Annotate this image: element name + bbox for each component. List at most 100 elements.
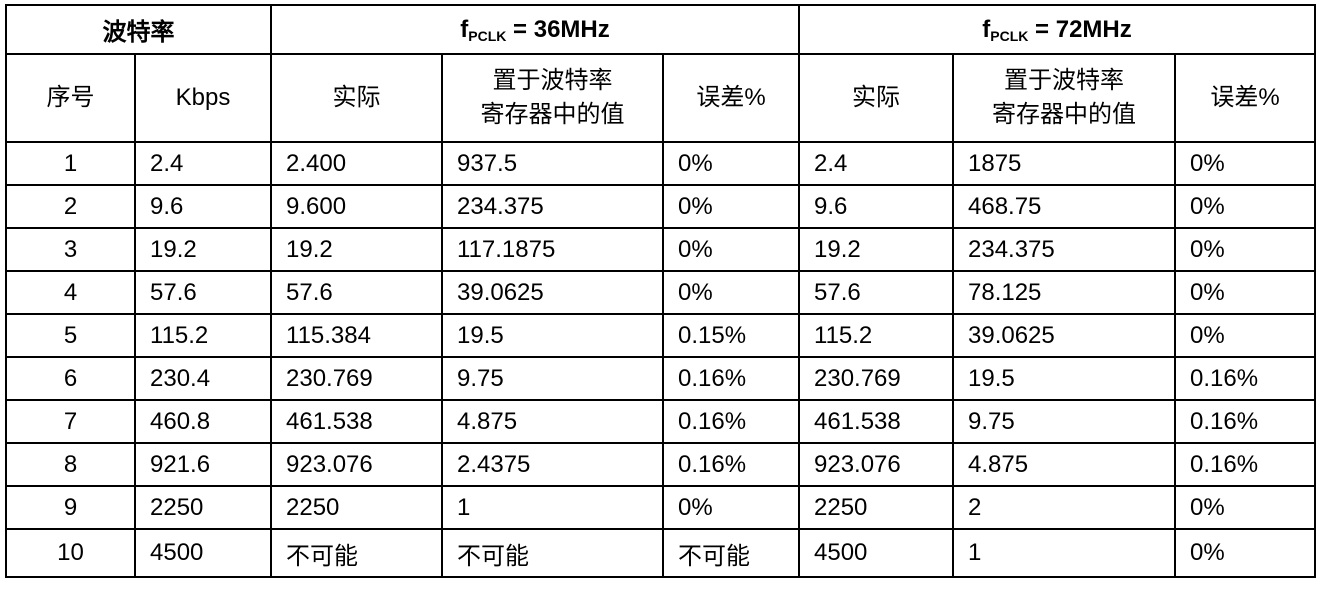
kbps-cell: 460.8 xyxy=(134,399,272,444)
error-36-cell: 0% xyxy=(662,184,800,229)
table-row: 7 460.8 461.538 4.875 0.16% 461.538 9.75 0.16% xyxy=(5,399,1316,444)
register-36-cell: 19.5 xyxy=(441,313,664,358)
actual-72-cell: 57.6 xyxy=(798,270,954,315)
table-row: 10 4500 不可能 不可能 不可能 4500 1 0% xyxy=(5,528,1316,578)
table-row: 4 57.6 57.6 39.0625 0% 57.6 78.125 0% xyxy=(5,270,1316,315)
error-36-cell: 0.16% xyxy=(662,399,800,444)
pclk-72-suffix: = 72MHz xyxy=(1028,15,1132,43)
index-cell: 5 xyxy=(5,313,136,358)
actual-36-cell: 230.769 xyxy=(270,356,443,401)
index-cell: 8 xyxy=(5,442,136,487)
col-header-register-36: 置于波特率寄存器中的值 xyxy=(441,53,664,143)
col-header-actual-36: 实际 xyxy=(270,53,443,143)
actual-36-cell: 19.2 xyxy=(270,227,443,272)
pclk-72-prefix: f xyxy=(982,15,991,43)
actual-36-cell: 57.6 xyxy=(270,270,443,315)
actual-36-cell: 461.538 xyxy=(270,399,443,444)
actual-72-cell: 2.4 xyxy=(798,141,954,186)
register-header-line1: 置于波特率 xyxy=(492,67,613,94)
pclk-36-suffix: = 36MHz xyxy=(506,15,610,43)
register-72-cell: 2 xyxy=(952,485,1176,530)
kbps-cell: 9.6 xyxy=(134,184,272,229)
index-cell: 9 xyxy=(5,485,136,530)
error-36-cell: 0% xyxy=(662,270,800,315)
kbps-cell: 57.6 xyxy=(134,270,272,315)
pclk-72mhz-group-header: fPCLK = 72MHz xyxy=(798,4,1316,55)
register-36-cell: 2.4375 xyxy=(441,442,664,487)
register-72-cell: 39.0625 xyxy=(952,313,1176,358)
table-row: 9 2250 2250 1 0% 2250 2 0% xyxy=(5,485,1316,530)
table-row: 2 9.6 9.600 234.375 0% 9.6 468.75 0% xyxy=(5,184,1316,229)
index-cell: 4 xyxy=(5,270,136,315)
actual-36-cell: 2.400 xyxy=(270,141,443,186)
table-row: 8 921.6 923.076 2.4375 0.16% 923.076 4.875 0.16… xyxy=(5,442,1316,487)
register-72-cell: 1875 xyxy=(952,141,1176,186)
error-36-cell: 0.15% xyxy=(662,313,800,358)
error-36-cell: 0.16% xyxy=(662,356,800,401)
col-header-error-72: 误差% xyxy=(1174,53,1316,143)
actual-36-cell: 923.076 xyxy=(270,442,443,487)
actual-72-cell: 923.076 xyxy=(798,442,954,487)
column-header-row: 序号 Kbps 实际 置于波特率 寄存器中的值 误差% 实际 置于波特率 寄存器中的… xyxy=(5,53,1316,143)
register-36-cell: 1 xyxy=(441,485,664,530)
register-36-cell: 937.5 xyxy=(441,141,664,186)
error-36-cell: 0% xyxy=(662,485,800,530)
kbps-cell: 115.2 xyxy=(134,313,272,358)
table-row: 6 230.4 230.769 9.75 0.16% 230.769 19.5 0.16% xyxy=(5,356,1316,401)
register-72-cell: 19.5 xyxy=(952,356,1176,401)
kbps-cell: 2250 xyxy=(134,485,272,530)
table-row: 1 2.4 2.400 937.5 0% 2.4 1875 0% xyxy=(5,141,1316,186)
error-72-cell: 0% xyxy=(1174,485,1316,530)
register-36-cell: 9.75 xyxy=(441,356,664,401)
group-header-row: 波特率 fPCLK = 36MHz fPCLK = 72MHz xyxy=(5,4,1316,55)
register-36-cell: 39.0625 xyxy=(441,270,664,315)
index-cell: 6 xyxy=(5,356,136,401)
error-36-cell: 0% xyxy=(662,227,800,272)
actual-72-cell: 4500 xyxy=(798,528,954,578)
kbps-cell: 4500 xyxy=(134,528,272,578)
error-72-cell: 0% xyxy=(1174,313,1316,358)
table-row: 3 19.2 19.2 117.1875 0% 19.2 234.375 0% xyxy=(5,227,1316,272)
col-header-actual-72: 实际 xyxy=(798,53,954,143)
actual-36-cell: 9.600 xyxy=(270,184,443,229)
error-72-cell: 0% xyxy=(1174,227,1316,272)
index-cell: 2 xyxy=(5,184,136,229)
kbps-cell: 921.6 xyxy=(134,442,272,487)
register-header-line2: 寄存器中的值 xyxy=(992,101,1136,128)
error-36-cell: 不可能 xyxy=(662,528,800,578)
actual-36-cell: 2250 xyxy=(270,485,443,530)
kbps-cell: 2.4 xyxy=(134,141,272,186)
register-72-cell: 468.75 xyxy=(952,184,1176,229)
baud-rate-table: 波特率 fPCLK = 36MHz fPCLK = 72MHz 序号 Kbps … xyxy=(5,4,1316,578)
register-72-cell: 1 xyxy=(952,528,1176,578)
col-header-register-72: 置于波特率 寄存器中的值 xyxy=(952,53,1176,143)
actual-72-cell: 230.769 xyxy=(798,356,954,401)
register-36-cell: 4.875 xyxy=(441,399,664,444)
index-cell: 7 xyxy=(5,399,136,444)
register-36-cell: 234.375 xyxy=(441,184,664,229)
col-header-error-36: 误差% xyxy=(662,53,800,143)
register-72-cell: 9.75 xyxy=(952,399,1176,444)
error-72-cell: 0% xyxy=(1174,270,1316,315)
kbps-cell: 19.2 xyxy=(134,227,272,272)
error-72-cell: 0% xyxy=(1174,528,1316,578)
error-36-cell: 0% xyxy=(662,141,800,186)
error-36-cell: 0.16% xyxy=(662,442,800,487)
register-72-cell: 234.375 xyxy=(952,227,1176,272)
actual-72-cell: 9.6 xyxy=(798,184,954,229)
pclk-36-prefix: f xyxy=(460,15,469,43)
register-72-cell: 4.875 xyxy=(952,442,1176,487)
error-72-cell: 0% xyxy=(1174,141,1316,186)
register-72-cell: 78.125 xyxy=(952,270,1176,315)
actual-72-cell: 19.2 xyxy=(798,227,954,272)
table-row: 5 115.2 115.384 19.5 0.15% 115.2 39.0625 0% xyxy=(5,313,1316,358)
index-cell: 10 xyxy=(5,528,136,578)
col-header-kbps: Kbps xyxy=(134,53,272,143)
error-72-cell: 0.16% xyxy=(1174,356,1316,401)
index-cell: 1 xyxy=(5,141,136,186)
register-header-line2: 寄存器中的值 xyxy=(480,101,625,128)
index-cell: 3 xyxy=(5,227,136,272)
actual-72-cell: 115.2 xyxy=(798,313,954,358)
kbps-cell: 230.4 xyxy=(134,356,272,401)
register-36-cell: 不可能 xyxy=(441,528,664,578)
